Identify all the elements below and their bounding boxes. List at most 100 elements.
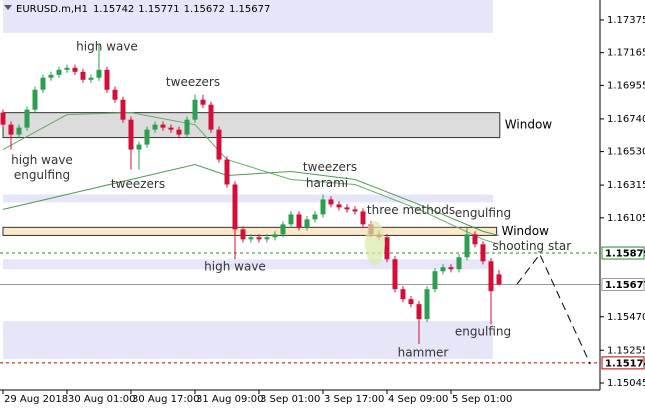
low: 1.15672 [184,4,225,15]
zone [3,0,493,33]
pattern-label: three methods [367,203,455,217]
candle-body [8,124,14,135]
candle-body [112,89,118,100]
zone [3,259,493,270]
candle-body [304,219,310,228]
candle-body [464,234,470,258]
ma-line [2,164,500,236]
pattern-label: engulfing [455,325,511,339]
pattern-label: shooting star [492,239,571,253]
header: EURUSD.m,H1 1.15742 1.15771 1.15672 1.15677 [16,4,270,15]
candle-body [168,127,174,130]
pattern-label: harami [306,176,348,190]
y-tick-label: 1.16955 [607,80,645,91]
zone [2,112,501,139]
candle-body [440,267,446,272]
candle-body [264,237,270,240]
candle-body [0,112,6,125]
candle-body [24,109,30,128]
projection [516,253,591,365]
candle-body [16,127,22,135]
y-tick-label: 1.16105 [607,213,645,224]
pattern-label: high wave [204,260,266,274]
y-tick-label: 1.16740 [607,114,645,125]
close: 1.15677 [229,4,270,15]
candle-body [96,69,102,78]
candle-body [488,261,494,292]
level-label: 1.15879 [605,249,645,260]
candle-body [144,129,150,145]
x-tick-label: 5 Sep 01:00 [452,394,512,405]
x-tick-label: 30 Aug 17:00 [132,394,199,405]
highlight [365,221,385,265]
candle-body [336,204,342,208]
candle-body [32,89,38,110]
pattern-label: tweezers [166,75,220,89]
y-tick-label: 1.15470 [607,312,645,323]
y-tick-label: 1.15045 [607,378,645,389]
candle-body [320,199,326,215]
candle-body [256,237,262,240]
candle-body [448,267,454,270]
y-tick-label: 1.17375 [607,15,645,26]
pattern-label: high wave [76,39,138,53]
candle-body [392,259,398,290]
candle-body [80,71,86,80]
level-label-box [601,356,645,370]
candle-body [248,237,254,240]
ma-line [2,112,500,245]
level-label: 1.15677 [605,280,645,291]
candle-body [352,209,358,212]
pattern-label: tweezers [111,177,165,191]
candle-body [416,304,422,320]
candle-body [160,124,166,128]
candle-body [176,129,182,135]
candle-body [328,199,334,205]
x-tick-label: 3 Sep 01:00 [260,394,320,405]
candle-body [280,224,286,235]
zone [3,321,493,359]
level-label-box [601,246,645,260]
pattern-label: high wave [11,153,73,167]
candle-body [400,289,406,300]
symbol: EURUSD.m,H1 [16,4,88,15]
candle-body [232,184,238,230]
candle-body [344,207,350,210]
candle-body [408,299,414,305]
candle-body [104,69,110,90]
zone-label: Window [505,118,553,132]
candle-body [312,214,318,220]
candle-body [216,129,222,160]
candle-body [272,234,278,238]
header-icon [4,5,12,10]
candle-body [200,99,206,105]
x-tick-label: 4 Sep 09:00 [388,394,448,405]
candle-body [432,271,438,290]
candle-body [296,214,302,228]
candle-body [88,77,94,80]
candle-body [120,99,126,120]
zone [3,194,493,203]
candle-body [480,244,486,262]
candle-body [240,229,246,240]
zone-label: Window [502,224,549,238]
candle-body [128,119,134,150]
y-tick-label: 1.15255 [607,345,645,356]
pattern-label: engulfing [455,206,511,220]
candle-body [48,74,54,78]
x-tick-label: 29 Aug 2018 [4,394,68,405]
candle-body [224,159,230,185]
candle-body [192,99,198,120]
candle-body [208,104,214,130]
candle-body [72,67,78,72]
level-label-box [601,278,645,292]
candle-body [136,144,142,150]
candle-body [456,257,462,270]
candle-body [424,289,430,320]
open: 1.15742 [93,4,134,15]
zone [2,226,498,236]
y-tick-label: 1.17165 [607,48,645,59]
candle-body [184,119,190,135]
